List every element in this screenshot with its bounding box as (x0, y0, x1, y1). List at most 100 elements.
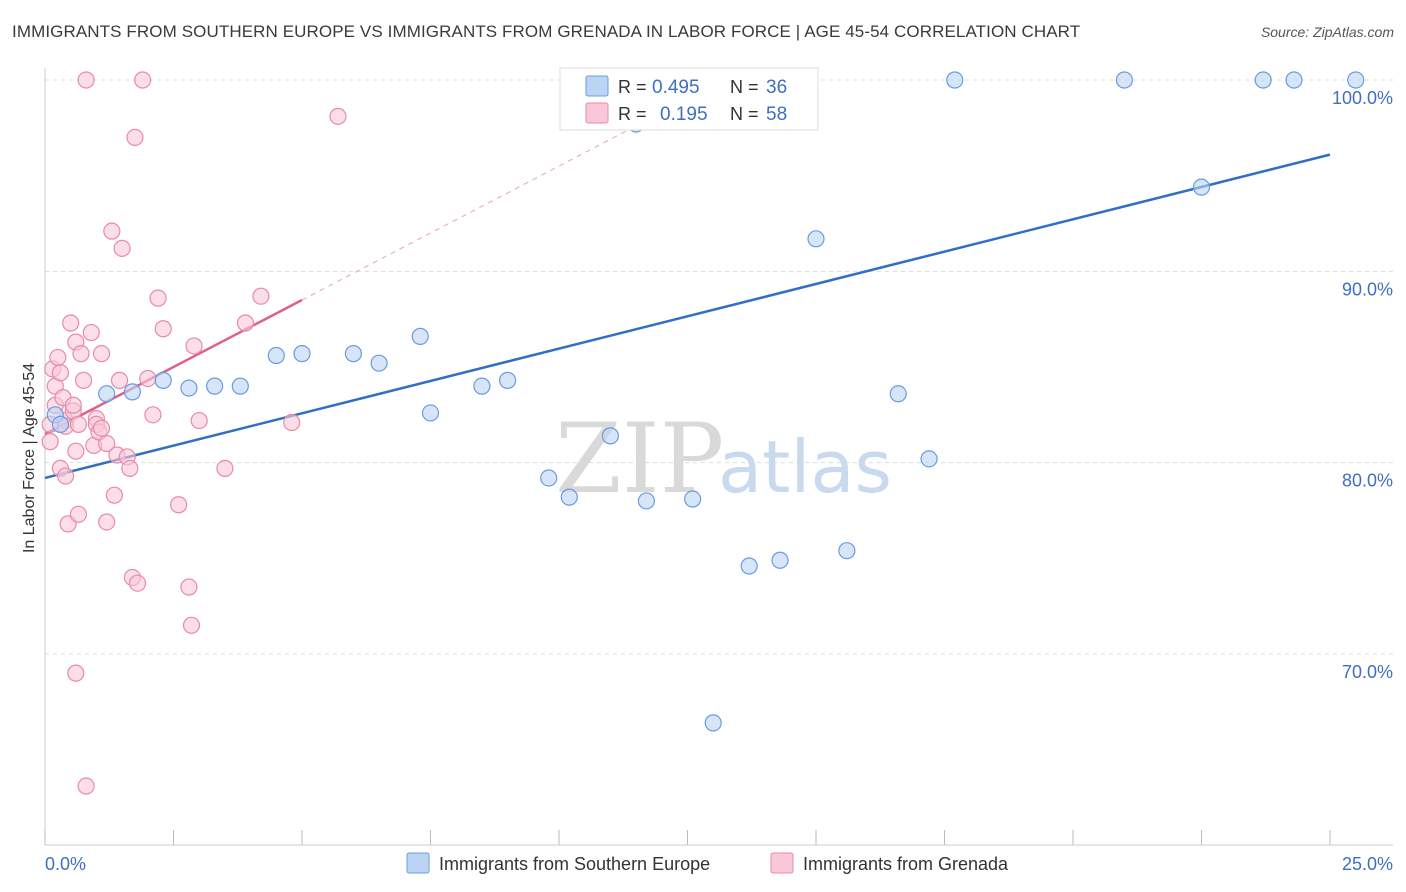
point-southern-europe (499, 371, 517, 389)
legend-blue-n-label: N = (730, 77, 759, 97)
x-tick-label-0: 0.0% (45, 854, 86, 874)
point-grenada (252, 287, 270, 305)
point-southern-europe (1285, 71, 1303, 89)
point-southern-europe (1192, 178, 1211, 196)
point-southern-europe (889, 385, 907, 403)
point-southern-europe (807, 230, 825, 248)
legend-pink-r-label: R = (618, 104, 647, 124)
point-grenada (77, 777, 95, 795)
point-grenada (110, 371, 129, 389)
x-tick-label-25: 25.0% (1342, 854, 1393, 874)
bottom-legend-blue-label: Immigrants from Southern Europe (439, 854, 710, 874)
y-tick-label-80: 80.0% (1342, 471, 1393, 491)
point-southern-europe (293, 345, 311, 363)
data-points (41, 71, 1365, 795)
y-tick-label-70: 70.0% (1342, 662, 1393, 682)
point-southern-europe (704, 714, 722, 732)
legend-pink-swatch (585, 102, 609, 124)
point-southern-europe (560, 488, 578, 506)
point-southern-europe (920, 450, 938, 468)
point-grenada (41, 433, 59, 451)
point-grenada (216, 459, 234, 478)
point-southern-europe (344, 345, 362, 363)
point-grenada (67, 442, 85, 460)
legend-blue-r-label: R = (618, 77, 647, 97)
point-grenada (190, 411, 208, 430)
point-southern-europe (540, 469, 558, 487)
y-axis-title: In Labor Force | Age 45-54 (21, 363, 38, 553)
trend-line-grenada (44, 298, 303, 436)
point-grenada (180, 578, 198, 596)
watermark: ZIP atlas (555, 403, 892, 515)
point-grenada (149, 289, 167, 307)
point-southern-europe (154, 371, 172, 389)
point-grenada (67, 664, 85, 682)
point-southern-europe (684, 490, 702, 508)
point-grenada (329, 107, 347, 125)
point-southern-europe (267, 346, 285, 365)
point-southern-europe (946, 71, 964, 89)
point-grenada (69, 415, 88, 433)
point-southern-europe (473, 377, 491, 395)
point-southern-europe (1347, 71, 1365, 89)
gridlines (45, 79, 1393, 655)
series-legend: Immigrants from Southern Europe Immigran… (406, 852, 1009, 874)
point-grenada (154, 320, 172, 338)
point-grenada (98, 513, 116, 531)
point-grenada (128, 574, 147, 592)
trend-lines (44, 98, 1331, 480)
point-southern-europe (98, 385, 116, 403)
point-grenada (98, 434, 116, 453)
legend-blue-swatch (585, 75, 609, 97)
legend-blue-n-value: 36 (766, 77, 787, 98)
bottom-legend-pink-swatch (770, 852, 794, 874)
point-grenada (64, 396, 82, 414)
point-southern-europe (838, 542, 856, 560)
point-southern-europe (601, 427, 620, 445)
point-grenada (77, 71, 95, 89)
point-southern-europe (771, 551, 789, 569)
point-grenada (283, 413, 301, 432)
point-southern-europe (740, 557, 758, 575)
point-southern-europe (123, 383, 141, 401)
point-grenada (144, 406, 162, 424)
point-southern-europe (370, 354, 388, 372)
watermark-atlas: atlas (718, 425, 892, 509)
point-grenada (236, 314, 255, 332)
tick-labels: 70.0% 80.0% 90.0% 100.0% 0.0% 25.0% (45, 88, 1393, 874)
trend-line-grenada-extension (301, 98, 688, 301)
point-southern-europe (421, 404, 440, 422)
point-grenada (139, 369, 157, 388)
point-grenada (72, 345, 90, 363)
point-southern-europe (51, 415, 70, 433)
y-tick-label-90: 90.0% (1342, 279, 1393, 299)
chart-title: IMMIGRANTS FROM SOUTHERN EUROPE VS IMMIG… (12, 22, 1081, 41)
point-southern-europe (637, 492, 655, 510)
point-grenada (170, 496, 188, 514)
point-southern-europe (1254, 71, 1272, 89)
point-grenada (82, 323, 100, 342)
point-grenada (105, 486, 123, 504)
point-southern-europe (231, 377, 249, 395)
legend-pink-n-value: 58 (766, 104, 787, 125)
legend-pink-r-value: 0.195 (660, 104, 708, 125)
point-southern-europe (206, 377, 224, 395)
point-grenada (182, 616, 201, 634)
point-grenada (69, 505, 88, 523)
point-southern-europe (1115, 71, 1134, 89)
point-grenada (92, 345, 111, 363)
point-grenada (92, 419, 111, 437)
point-southern-europe (180, 379, 198, 397)
point-grenada (134, 71, 152, 89)
point-grenada (113, 239, 131, 257)
bottom-legend-pink-label: Immigrants from Grenada (803, 854, 1009, 874)
y-tick-label-100: 100.0% (1332, 88, 1393, 108)
point-grenada (49, 348, 67, 367)
legend-pink-n-label: N = (730, 104, 759, 124)
legend-blue-r-value: 0.495 (652, 77, 700, 98)
point-grenada (51, 364, 70, 382)
bottom-legend-blue-swatch (406, 852, 430, 874)
axes (44, 68, 1393, 846)
correlation-legend: R = 0.495 N = 36 R = 0.195 N = 58 (559, 67, 819, 131)
point-grenada (62, 314, 80, 332)
